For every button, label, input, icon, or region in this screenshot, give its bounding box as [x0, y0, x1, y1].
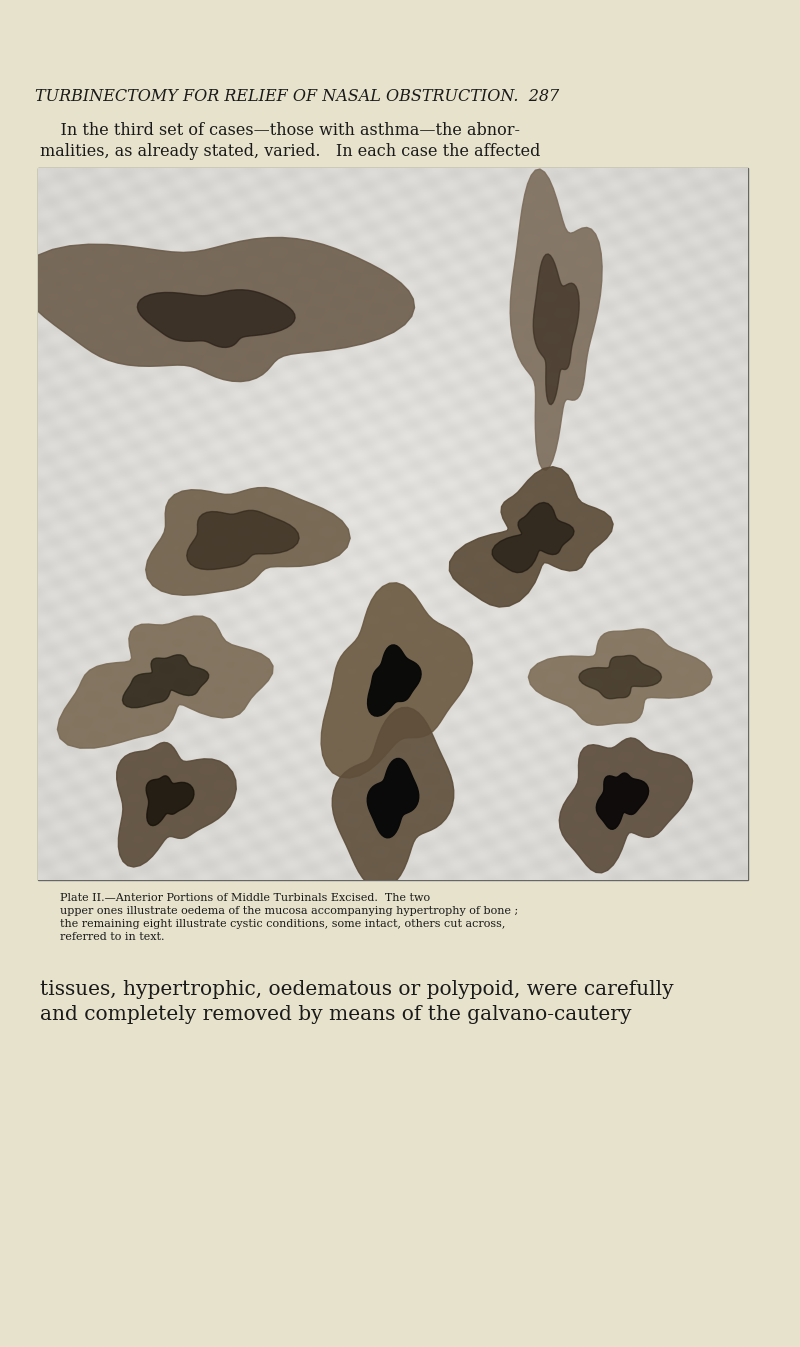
Text: Plate II.—Anterior Portions of Middle Turbinals Excised.  The two: Plate II.—Anterior Portions of Middle Tu…: [60, 893, 430, 902]
Polygon shape: [20, 237, 414, 381]
Polygon shape: [58, 616, 273, 748]
Polygon shape: [146, 488, 350, 595]
Polygon shape: [332, 707, 454, 889]
Polygon shape: [450, 466, 613, 607]
Polygon shape: [146, 776, 194, 826]
Polygon shape: [367, 758, 418, 838]
Text: referred to in text.: referred to in text.: [60, 932, 165, 942]
Polygon shape: [596, 773, 649, 830]
Polygon shape: [559, 738, 693, 873]
Text: the remaining eight illustrate cystic conditions, some intact, others cut across: the remaining eight illustrate cystic co…: [60, 919, 506, 929]
Polygon shape: [528, 629, 712, 725]
Polygon shape: [534, 255, 579, 404]
Text: TURBINECTOMY FOR RELIEF OF NASAL OBSTRUCTION.  287: TURBINECTOMY FOR RELIEF OF NASAL OBSTRUC…: [35, 88, 559, 105]
Text: In the third set of cases—those with asthma—the abnor-: In the third set of cases—those with ast…: [40, 123, 520, 139]
Polygon shape: [579, 656, 662, 699]
Text: tissues, hypertrophic, oedematous or polypoid, were carefully: tissues, hypertrophic, oedematous or pol…: [40, 981, 674, 999]
Polygon shape: [321, 583, 473, 779]
Polygon shape: [510, 170, 602, 470]
Polygon shape: [367, 645, 421, 717]
Text: malities, as already stated, varied.   In each case the affected: malities, as already stated, varied. In …: [40, 143, 540, 160]
Text: upper ones illustrate oedema of the mucosa accompanying hypertrophy of bone ;: upper ones illustrate oedema of the muco…: [60, 907, 518, 916]
Polygon shape: [492, 502, 574, 572]
Text: and completely removed by means of the galvano-cautery: and completely removed by means of the g…: [40, 1005, 631, 1024]
Polygon shape: [138, 290, 295, 348]
Polygon shape: [122, 655, 209, 707]
Polygon shape: [186, 511, 299, 570]
Polygon shape: [117, 742, 236, 867]
Bar: [38, 168, 748, 880]
